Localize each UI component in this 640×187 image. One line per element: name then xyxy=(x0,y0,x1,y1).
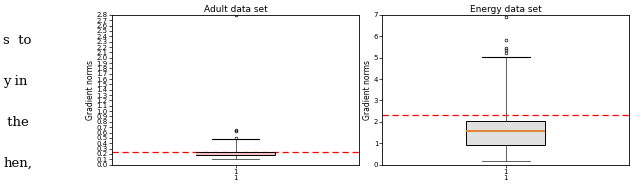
Title: Adult data set: Adult data set xyxy=(204,5,268,14)
X-axis label: 1: 1 xyxy=(233,175,238,181)
Text: y in: y in xyxy=(3,75,28,88)
X-axis label: 1: 1 xyxy=(504,175,508,181)
Bar xyxy=(467,121,545,145)
Text: the: the xyxy=(3,116,29,129)
Y-axis label: Gradient norms: Gradient norms xyxy=(86,60,95,120)
Text: s  to: s to xyxy=(3,34,31,47)
Y-axis label: Gradient norms: Gradient norms xyxy=(364,60,372,120)
Bar xyxy=(196,152,275,155)
Text: hen,: hen, xyxy=(3,157,32,170)
Title: Energy data set: Energy data set xyxy=(470,5,542,14)
